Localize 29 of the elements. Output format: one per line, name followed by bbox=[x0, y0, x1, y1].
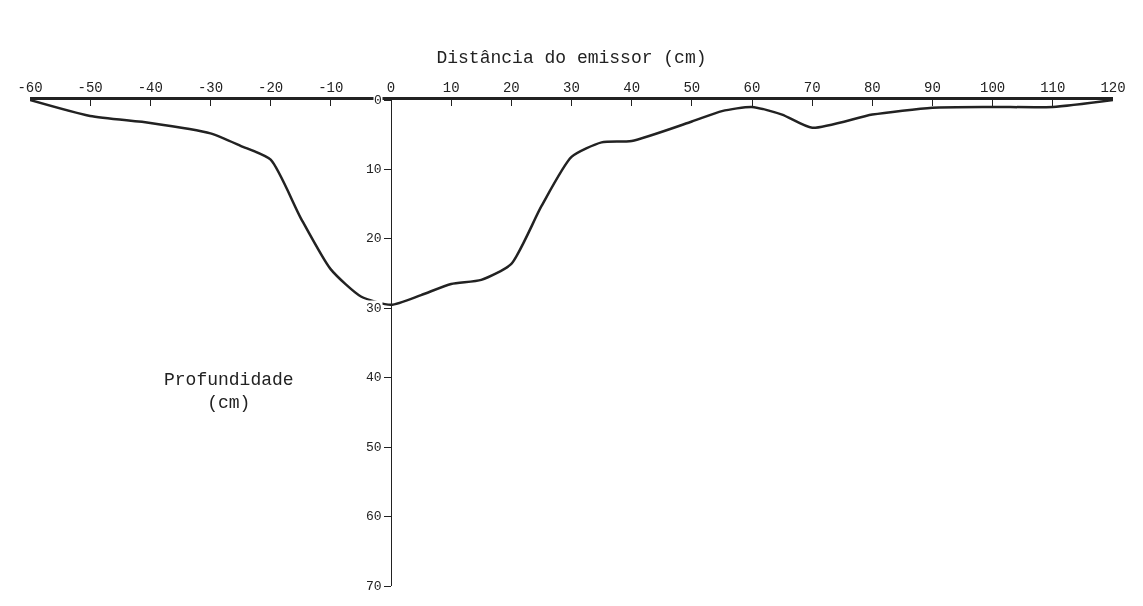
x-tick-label: 90 bbox=[924, 79, 941, 96]
x-tick-label: 100 bbox=[980, 79, 1006, 96]
x-tick-label: 10 bbox=[442, 79, 460, 96]
x-tick-label: 20 bbox=[502, 79, 520, 96]
x-tick-label: 60 bbox=[743, 79, 761, 96]
x-tick-label: 40 bbox=[623, 79, 641, 96]
y-axis-title: Profundidade (cm) bbox=[164, 370, 294, 414]
x-tick-label: -50 bbox=[77, 79, 103, 96]
y-tick-label: 60 bbox=[366, 509, 382, 524]
x-tick-label: -60 bbox=[17, 79, 43, 96]
x-tick-label: -40 bbox=[137, 79, 163, 96]
x-tick-label: -30 bbox=[197, 79, 224, 96]
x-tick-label: 30 bbox=[563, 79, 580, 96]
y-tick-label: 20 bbox=[366, 231, 382, 246]
x-tick-label: 0 bbox=[386, 79, 396, 96]
y-tick-label: 50 bbox=[366, 440, 382, 455]
x-tick-label: 120 bbox=[1100, 79, 1126, 96]
x-tick-label: -20 bbox=[258, 79, 284, 96]
y-tick-label: 30 bbox=[366, 301, 382, 316]
x-tick-label: 70 bbox=[803, 79, 821, 96]
y-tick-label: 70 bbox=[366, 579, 382, 594]
x-axis-title: Distância do emissor (cm) bbox=[436, 47, 707, 68]
x-tick-label: -10 bbox=[318, 79, 344, 96]
x-tick-label: 110 bbox=[1040, 79, 1066, 96]
x-tick-label: 80 bbox=[863, 79, 881, 96]
y-tick-label: 40 bbox=[366, 370, 382, 385]
y-tick-label: 0 bbox=[374, 93, 382, 108]
x-tick-label: 50 bbox=[683, 79, 701, 96]
y-tick-label: 10 bbox=[366, 162, 382, 177]
